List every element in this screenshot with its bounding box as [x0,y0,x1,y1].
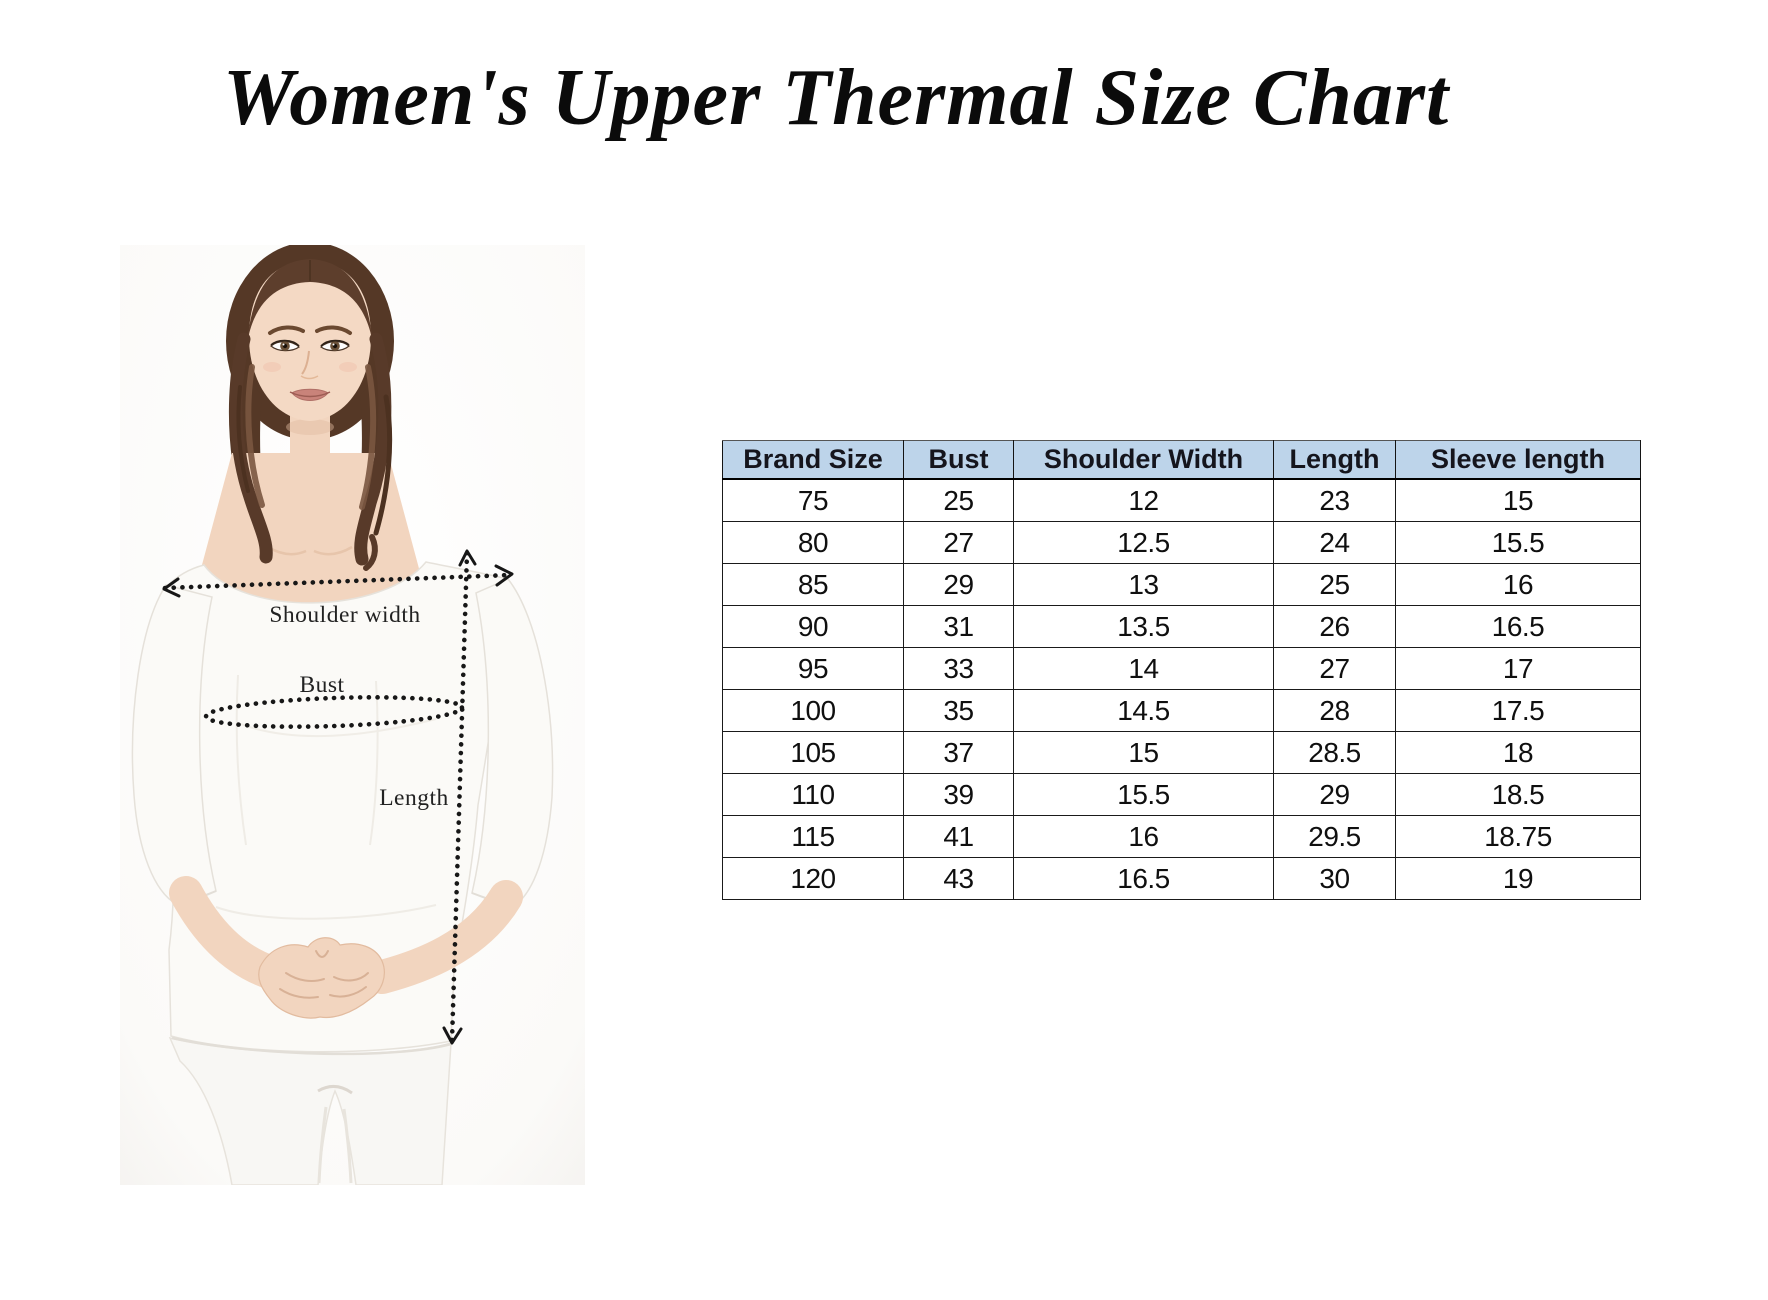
table-cell: 15 [1395,478,1641,522]
table-cell: 29 [1273,773,1396,816]
table-cell: 15.5 [1395,521,1641,564]
eyebrow-left [268,325,305,335]
nose [301,350,310,375]
table-cell: 41 [903,815,1014,858]
arms-and-hands [169,876,523,1019]
table-row: 80 27 12.5 24 15.5 [722,521,1641,564]
table-cell: 17.5 [1395,689,1641,732]
bust-ellipse [203,695,465,729]
table-cell: 16 [1395,563,1641,606]
table-cell: 13.5 [1013,605,1274,648]
hands [258,937,385,1019]
arrowhead-top [458,549,477,567]
table-cell: 115 [722,815,904,858]
table-cell: 100 [722,689,904,732]
table-cell: 28.5 [1273,731,1396,774]
size-table: Brand Size Bust Shoulder Width Length Sl… [722,440,1641,900]
length-line [449,550,470,1044]
eyebrow-right [315,325,352,335]
table-cell: 14 [1013,647,1274,690]
table-row: 120 43 16.5 30 19 [722,857,1641,900]
arrowhead-bottom [442,1026,463,1045]
table-cell: 95 [722,647,904,690]
table-cell: 75 [722,478,904,522]
table-row: 105 37 15 28.5 18 [722,731,1641,774]
header-shoulder-width: Shoulder Width [1013,440,1274,480]
length-label: Length [379,785,449,811]
table-cell: 27 [903,521,1014,564]
table-row: 110 39 15.5 29 18.5 [722,773,1641,816]
table-cell: 29.5 [1273,815,1396,858]
table-cell: 33 [903,647,1014,690]
header-length: Length [1273,440,1396,480]
model-figure: Shoulder width Bust Length [120,242,585,1186]
table-cell: 26 [1273,605,1396,648]
sleeve-right [471,578,554,908]
table-cell: 12 [1013,478,1274,522]
table-cell: 37 [903,731,1014,774]
table-cell: 17 [1395,647,1641,690]
table-cell: 16.5 [1395,605,1641,648]
table-cell: 110 [722,773,904,816]
header-sleeve-length: Sleeve length [1395,440,1641,480]
table-header-row: Brand Size Bust Shoulder Width Length Sl… [722,440,1641,480]
arrowhead-left [162,577,181,598]
table-cell: 43 [903,857,1014,900]
shoulder-width-line [162,572,513,591]
table-cell: 19 [1395,857,1641,900]
table-cell: 15.5 [1013,773,1274,816]
table-cell: 80 [722,521,904,564]
table-cell: 30 [1273,857,1396,900]
table-row: 100 35 14.5 28 17.5 [722,689,1641,732]
page-title: Women's Upper Thermal Size Chart [223,54,1450,142]
bust-label: Bust [299,672,344,698]
arrowhead-right [494,564,514,587]
table-cell: 16 [1013,815,1274,858]
size-table-body: 75 25 12 23 15 80 27 12.5 24 15.5 85 29 13 25 16 90 31 13… [722,478,1641,900]
table-cell: 23 [1273,478,1396,522]
table-cell: 39 [903,773,1014,816]
table-cell: 90 [722,605,904,648]
hair-strands [229,332,393,571]
table-cell: 18 [1395,731,1641,774]
table-row: 75 25 12 23 15 [722,478,1641,522]
thermal-top [131,561,554,1053]
table-cell: 18.5 [1395,773,1641,816]
sleeve-left [131,584,217,906]
table-cell: 14.5 [1013,689,1274,732]
table-cell: 28 [1273,689,1396,732]
table-cell: 120 [722,857,904,900]
table-row: 90 31 13.5 26 16.5 [722,605,1641,648]
measurement-annotations: Shoulder width Bust Length [162,549,514,1045]
table-cell: 15 [1013,731,1274,774]
table-cell: 16.5 [1013,857,1274,900]
table-row: 115 41 16 29.5 18.75 [722,815,1641,858]
table-cell: 12.5 [1013,521,1274,564]
table-cell: 25 [903,478,1014,522]
header-brand-size: Brand Size [722,440,904,480]
table-cell: 105 [722,731,904,774]
table-cell: 13 [1013,563,1274,606]
shoulder-width-label: Shoulder width [269,602,420,628]
table-cell: 85 [722,563,904,606]
table-cell: 25 [1273,563,1396,606]
table-cell: 27 [1273,647,1396,690]
table-cell: 18.75 [1395,815,1641,858]
thermal-pants [168,1036,452,1186]
model-photo: Shoulder width Bust Length [120,242,585,1186]
top-hem-line [171,1036,452,1056]
table-cell: 31 [903,605,1014,648]
table-cell: 24 [1273,521,1396,564]
table-cell: 29 [903,563,1014,606]
table-cell: 35 [903,689,1014,732]
header-bust: Bust [903,440,1014,480]
table-row: 85 29 13 25 16 [722,563,1641,606]
face [247,259,373,421]
table-row: 95 33 14 27 17 [722,647,1641,690]
